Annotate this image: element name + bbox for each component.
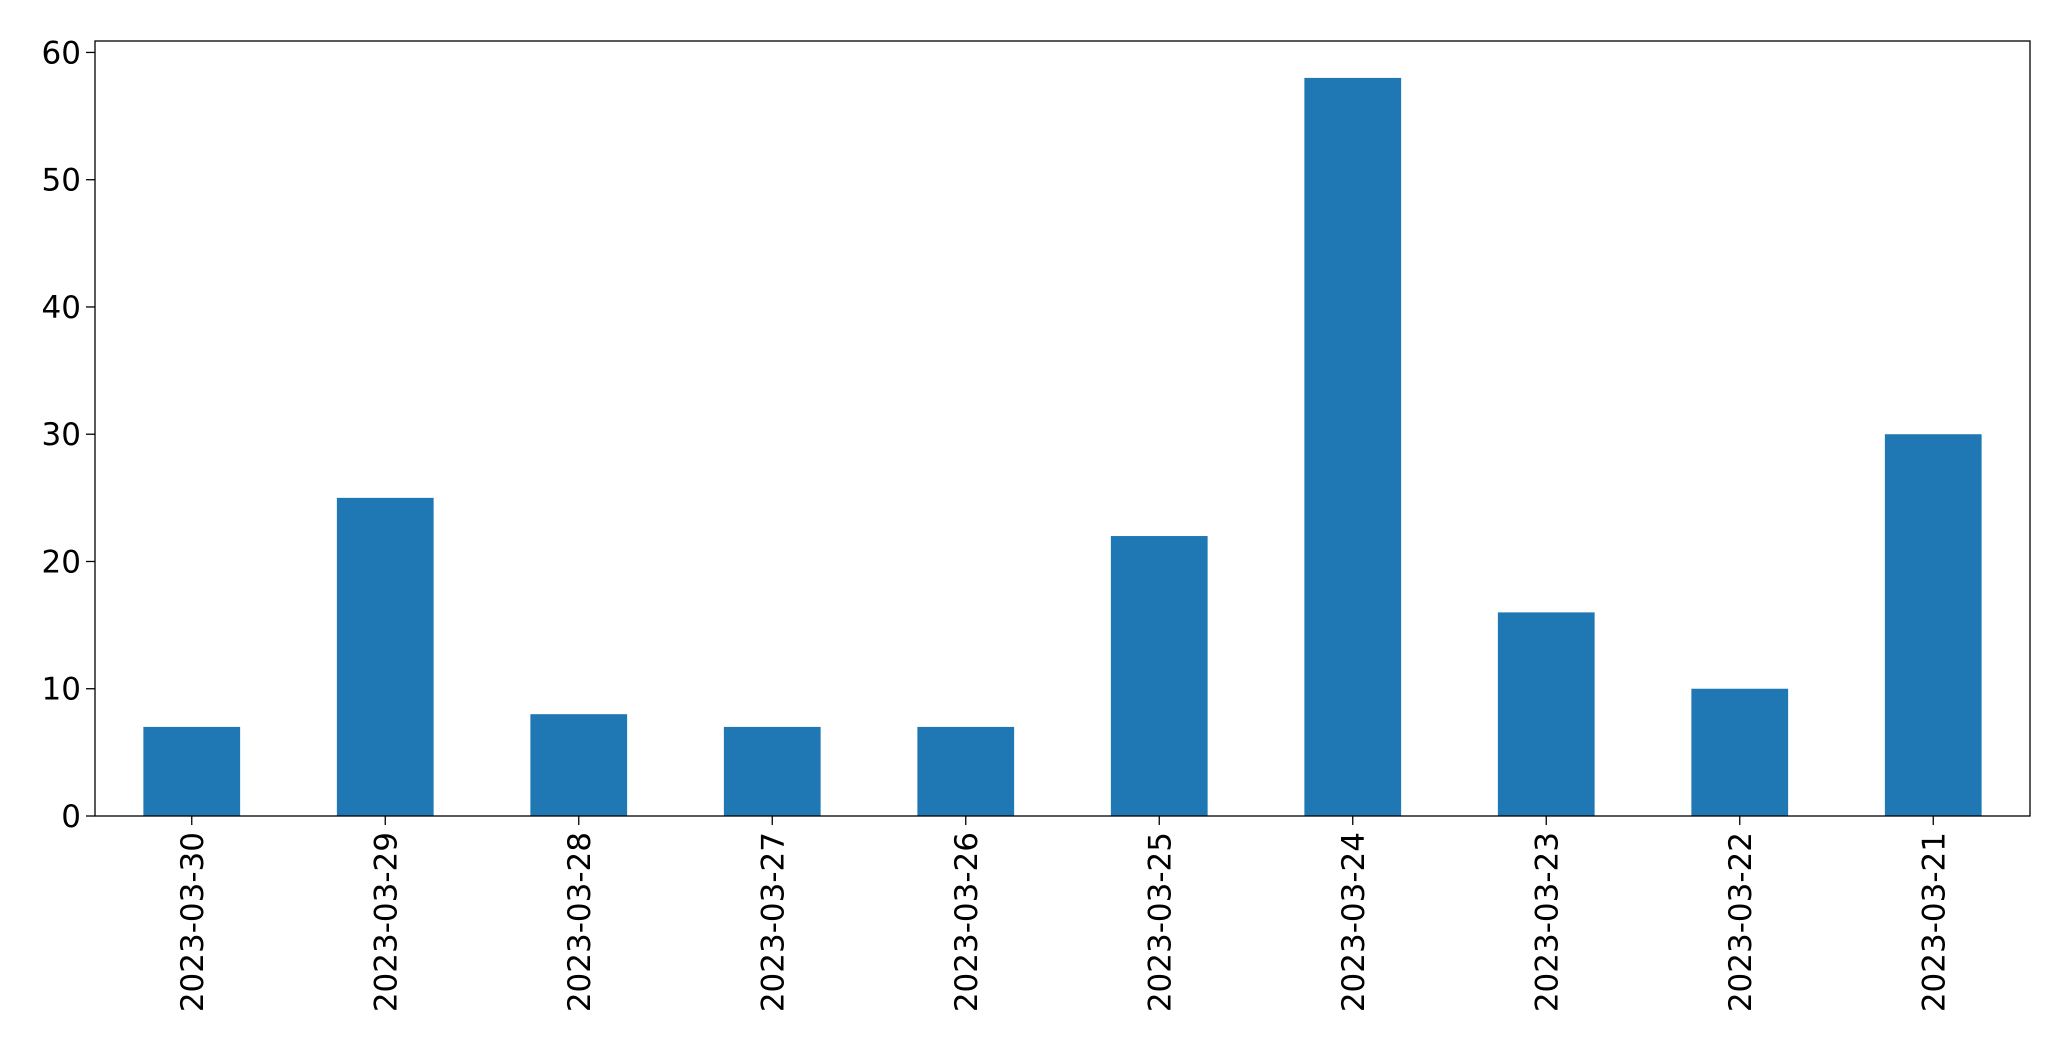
y-tick-label: 40 <box>42 290 81 326</box>
y-tick-label: 20 <box>42 544 81 580</box>
x-tick-label: 2023-03-21 <box>1916 832 1952 1012</box>
x-tick-label: 2023-03-24 <box>1336 832 1372 1012</box>
bar <box>1110 536 1208 816</box>
bar <box>336 497 434 816</box>
x-tick-label: 2023-03-27 <box>755 832 791 1012</box>
x-tick-label: 2023-03-25 <box>1142 832 1178 1012</box>
y-tick-label: 0 <box>61 799 81 835</box>
y-tick-label: 30 <box>42 417 81 453</box>
bar <box>1691 688 1789 816</box>
x-tick-label: 2023-03-23 <box>1529 832 1565 1012</box>
plot-frame <box>94 40 2031 817</box>
y-tick-label: 50 <box>42 163 81 199</box>
x-tick-label: 2023-03-30 <box>175 832 211 1012</box>
bar <box>1304 77 1402 816</box>
x-tick-label: 2023-03-28 <box>562 832 598 1012</box>
x-tick-label: 2023-03-22 <box>1723 832 1759 1012</box>
bar <box>143 726 241 816</box>
y-tick-label: 60 <box>42 35 81 71</box>
x-tick-label: 2023-03-29 <box>368 832 404 1012</box>
bar <box>917 726 1015 816</box>
bar <box>723 726 821 816</box>
bar <box>1884 434 1982 816</box>
bar <box>1497 612 1595 816</box>
bar <box>530 714 628 816</box>
x-tick-label: 2023-03-26 <box>949 832 985 1012</box>
y-tick-label: 10 <box>42 672 81 708</box>
